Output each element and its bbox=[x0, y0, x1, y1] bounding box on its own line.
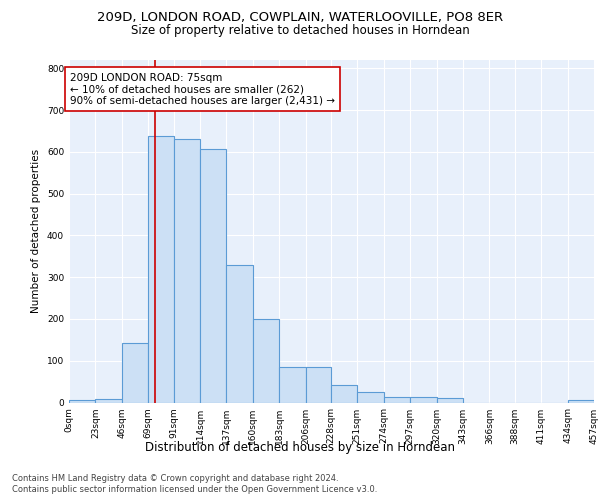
Bar bbox=[173, 140, 200, 402]
Text: 209D, LONDON ROAD, COWPLAIN, WATERLOOVILLE, PO8 8ER: 209D, LONDON ROAD, COWPLAIN, WATERLOOVIL… bbox=[97, 11, 503, 24]
Bar bbox=[95, 399, 122, 402]
Bar bbox=[279, 367, 305, 402]
Bar bbox=[226, 264, 253, 402]
Text: Contains HM Land Registry data © Crown copyright and database right 2024.: Contains HM Land Registry data © Crown c… bbox=[12, 474, 338, 483]
Bar bbox=[148, 136, 173, 402]
Bar bbox=[384, 398, 410, 402]
Text: Size of property relative to detached houses in Horndean: Size of property relative to detached ho… bbox=[131, 24, 469, 37]
Text: Contains public sector information licensed under the Open Government Licence v3: Contains public sector information licen… bbox=[12, 485, 377, 494]
Y-axis label: Number of detached properties: Number of detached properties bbox=[31, 149, 41, 314]
Bar bbox=[253, 319, 279, 402]
Bar bbox=[122, 343, 148, 402]
Bar bbox=[568, 400, 594, 402]
Bar bbox=[410, 398, 437, 402]
Bar bbox=[305, 367, 331, 402]
Bar bbox=[437, 398, 463, 402]
Text: Distribution of detached houses by size in Horndean: Distribution of detached houses by size … bbox=[145, 441, 455, 454]
Bar bbox=[69, 400, 95, 402]
Bar bbox=[200, 148, 226, 402]
Text: 209D LONDON ROAD: 75sqm
← 10% of detached houses are smaller (262)
90% of semi-d: 209D LONDON ROAD: 75sqm ← 10% of detache… bbox=[70, 72, 335, 106]
Bar bbox=[331, 385, 358, 402]
Bar bbox=[358, 392, 384, 402]
